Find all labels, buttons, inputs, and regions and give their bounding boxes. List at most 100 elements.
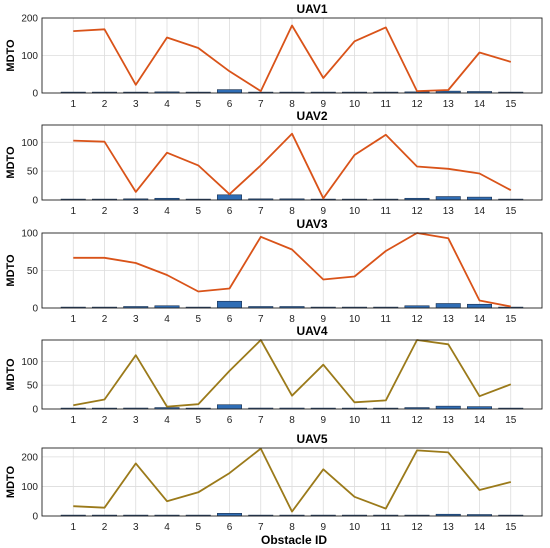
- x-tick-label: 4: [164, 415, 170, 426]
- x-tick-label: 10: [349, 206, 361, 217]
- x-tick-label: 6: [227, 99, 233, 110]
- x-tick-label: 1: [70, 314, 76, 325]
- x-tick-label: 13: [443, 314, 455, 325]
- bar-13: [435, 303, 461, 309]
- x-tick-label: 4: [164, 206, 170, 217]
- series-line: [73, 24, 512, 92]
- x-tick-label: 7: [258, 206, 264, 217]
- x-tick-label: 14: [474, 99, 486, 110]
- y-tick-label: 0: [32, 405, 38, 416]
- x-tick-label: 3: [133, 522, 139, 533]
- x-tick-label: 13: [443, 99, 455, 110]
- series-line: [73, 132, 512, 200]
- x-tick-label: 1: [70, 522, 76, 533]
- x-tick-label: 11: [381, 314, 392, 325]
- y-axis-label: MDTO: [5, 39, 17, 72]
- y-tick-label: 100: [21, 482, 38, 493]
- x-tick-label: 5: [195, 206, 201, 217]
- x-tick-label: 2: [102, 522, 108, 533]
- y-axis-label: MDTO: [5, 465, 17, 498]
- x-tick-label: 4: [164, 522, 170, 533]
- x-tick-label: 6: [227, 415, 233, 426]
- x-tick-label: 13: [443, 522, 455, 533]
- y-tick-label: 200: [21, 14, 38, 25]
- x-tick-label: 9: [320, 415, 326, 426]
- panel-title: UAV5: [296, 432, 327, 446]
- plot-frame: [41, 124, 543, 201]
- x-tick-label: 15: [505, 99, 517, 110]
- x-tick-label: 7: [258, 99, 264, 110]
- x-tick-label: 14: [474, 415, 486, 426]
- x-tick-label: 2: [102, 314, 108, 325]
- x-tick-label: 13: [443, 206, 455, 217]
- x-tick-label: 12: [411, 415, 423, 426]
- y-tick-label: 0: [32, 512, 38, 523]
- x-tick-label: 14: [474, 522, 486, 533]
- x-tick-label: 2: [102, 99, 108, 110]
- x-tick-label: 5: [195, 314, 201, 325]
- x-tick-label: 6: [227, 314, 233, 325]
- y-tick-label: 100: [21, 357, 38, 368]
- bar-6: [217, 89, 242, 94]
- x-tick-label: 15: [505, 314, 517, 325]
- x-tick-label: 8: [289, 314, 295, 325]
- plot-frame: [41, 17, 543, 94]
- x-tick-label: 12: [411, 206, 423, 217]
- x-tick-label: 11: [381, 415, 392, 426]
- x-tick-label: 15: [505, 206, 517, 217]
- x-tick-label: 12: [411, 522, 423, 533]
- plot-frame: [41, 232, 543, 309]
- x-tick-label: 7: [258, 522, 264, 533]
- panel-5: 1 2 3 4 5 6 7 8 9 10 11 12 13 14 150100200UAV5MDTOObst…: [5, 432, 543, 547]
- y-tick-label: 50: [27, 381, 39, 392]
- x-tick-label: 7: [258, 415, 264, 426]
- y-axis-label: MDTO: [5, 254, 17, 287]
- x-tick-label: 10: [349, 314, 361, 325]
- x-tick-label: 9: [320, 522, 326, 533]
- x-tick-label: 7: [258, 314, 264, 325]
- panel-title: UAV2: [296, 109, 327, 123]
- x-tick-label: 3: [133, 99, 139, 110]
- y-tick-label: 0: [32, 196, 38, 207]
- bar-6: [217, 404, 242, 410]
- x-tick-label: 5: [195, 415, 201, 426]
- bar-6: [217, 300, 242, 309]
- x-tick-label: 1: [70, 99, 76, 110]
- x-tick-label: 9: [320, 314, 326, 325]
- y-tick-label: 50: [27, 167, 39, 178]
- x-tick-label: 10: [349, 522, 361, 533]
- x-tick-label: 12: [411, 99, 423, 110]
- x-tick-label: 5: [195, 522, 201, 533]
- x-tick-label: 10: [349, 415, 361, 426]
- panel-title: UAV3: [296, 217, 327, 231]
- x-tick-label: 4: [164, 314, 170, 325]
- x-tick-label: 3: [133, 206, 139, 217]
- x-tick-label: 8: [289, 99, 295, 110]
- x-tick-label: 8: [289, 206, 295, 217]
- x-tick-label: 11: [381, 522, 392, 533]
- x-tick-label: 6: [227, 522, 233, 533]
- x-tick-label: 6: [227, 206, 233, 217]
- x-tick-label: 10: [349, 99, 361, 110]
- series-line: [73, 232, 511, 308]
- x-tick-label: 5: [195, 99, 201, 110]
- x-axis-label: Obstacle ID: [261, 533, 327, 547]
- series-line: [73, 339, 512, 408]
- x-tick-label: 12: [411, 314, 423, 325]
- x-tick-label: 15: [505, 415, 517, 426]
- y-tick-label: 0: [32, 89, 38, 100]
- x-tick-label: 4: [164, 99, 170, 110]
- y-tick-label: 100: [21, 138, 38, 149]
- x-tick-label: 3: [133, 314, 139, 325]
- y-tick-label: 0: [32, 304, 38, 315]
- plot-frame: [41, 339, 543, 410]
- y-tick-label: 100: [21, 229, 38, 240]
- x-tick-label: 9: [320, 206, 326, 217]
- x-tick-label: 11: [381, 99, 392, 110]
- x-tick-label: 2: [102, 206, 108, 217]
